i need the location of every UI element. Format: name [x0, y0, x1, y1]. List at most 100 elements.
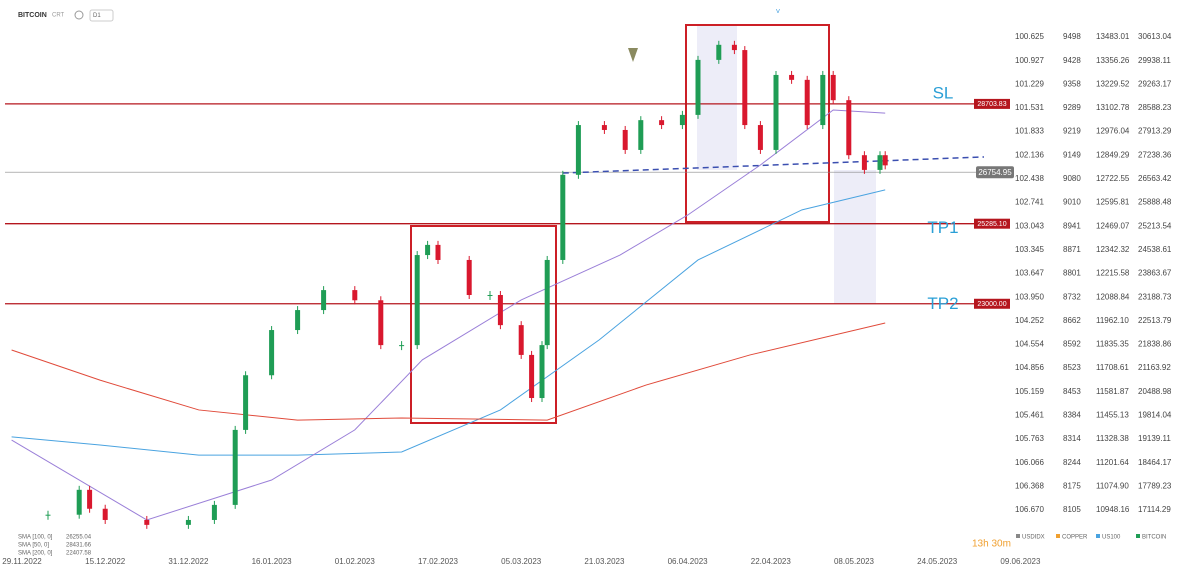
- scale-label: 12722.55: [1096, 174, 1130, 183]
- countdown: 13h 30m: [972, 539, 1011, 550]
- y-tick-label: 21163.92: [1138, 363, 1171, 372]
- scale-label: 8175: [1063, 481, 1081, 490]
- mode[interactable]: CRT: [52, 13, 65, 19]
- scale-label: 8244: [1063, 458, 1081, 467]
- x-tick-label: 16.01.2023: [252, 557, 293, 566]
- candle-body: [716, 44, 722, 60]
- candle-body: [243, 375, 249, 430]
- x-tick-label: 22.04.2023: [751, 557, 792, 566]
- box: [410, 225, 557, 424]
- trendline: [562, 156, 985, 174]
- scale-label: 105.159: [1015, 387, 1044, 396]
- arrow-down: [628, 48, 638, 62]
- x-tick-label: 29.11.2022: [2, 557, 42, 566]
- scale-label: 8732: [1063, 292, 1081, 301]
- scale-label: 12849.29: [1096, 150, 1130, 159]
- y-tick-label: 23863.67: [1138, 269, 1172, 278]
- scale-label: 11074.90: [1096, 481, 1129, 490]
- y-tick-label: 19814.04: [1138, 411, 1172, 420]
- interval[interactable]: D1: [93, 13, 101, 19]
- candle-body: [211, 504, 217, 520]
- candle-body: [144, 519, 150, 525]
- tab-dot: [1016, 534, 1020, 538]
- y-tick-label: 28588.23: [1138, 103, 1172, 112]
- scale-label: 103.647: [1015, 269, 1044, 278]
- scale-label: 9358: [1063, 79, 1081, 88]
- scale-label: 12342.32: [1096, 245, 1130, 254]
- candle-body: [435, 244, 441, 260]
- info-icon[interactable]: [74, 10, 84, 20]
- scale-label: 8592: [1063, 340, 1081, 349]
- y-tick-label: 23188.73: [1138, 292, 1172, 301]
- scale-label: 105.461: [1015, 411, 1044, 420]
- tab[interactable]: USDIDX: [1022, 535, 1045, 541]
- scale-label: 100.927: [1015, 56, 1044, 65]
- scale-label: 102.741: [1015, 198, 1044, 207]
- scale-label: 9080: [1063, 174, 1081, 183]
- scale-label: 13483.01: [1096, 32, 1130, 41]
- tab[interactable]: COPPER: [1062, 535, 1088, 541]
- scale-label: 8314: [1063, 434, 1081, 443]
- candle-body: [773, 74, 779, 150]
- x-tick-label: 24.05.2023: [917, 557, 958, 566]
- y-tick-label: 30613.04: [1138, 32, 1172, 41]
- ma-name: SMA [200, 0]: [18, 551, 53, 557]
- scale-label: 8523: [1063, 363, 1081, 372]
- candle-body: [846, 100, 852, 156]
- last-price: 26754.95: [978, 168, 1012, 177]
- level-name: SL: [933, 83, 954, 102]
- candle-body: [544, 259, 550, 346]
- candle-body: [820, 74, 826, 126]
- candle-body: [487, 295, 493, 297]
- scale-label: 9289: [1063, 103, 1081, 112]
- scale-label: 11835.35: [1096, 340, 1129, 349]
- x-tick-label: 15.12.2022: [85, 557, 126, 566]
- scale-label: 12595.81: [1096, 198, 1130, 207]
- candle-body: [742, 50, 748, 126]
- scale-label: 12469.07: [1096, 221, 1130, 230]
- scale-label: 9219: [1063, 127, 1081, 136]
- candle-body: [679, 114, 685, 126]
- y-tick-label: 19139.11: [1138, 434, 1171, 443]
- scale-label: 8941: [1063, 221, 1081, 230]
- scale-label: 11962.10: [1096, 316, 1129, 325]
- x-tick-label: 21.03.2023: [584, 557, 625, 566]
- candle-body: [399, 345, 405, 347]
- ma-value: 26255.04: [66, 535, 92, 541]
- scale-label: 13229.52: [1096, 79, 1130, 88]
- candle-body: [789, 74, 795, 80]
- scale-label: 12215.58: [1096, 269, 1130, 278]
- candle-body: [622, 129, 628, 150]
- moving-average: [11, 322, 886, 421]
- tab[interactable]: BITCOIN: [1142, 535, 1166, 541]
- candle-body: [757, 125, 763, 150]
- candle-body: [497, 295, 503, 326]
- y-tick-label: 22513.79: [1138, 316, 1172, 325]
- y-tick-label: 21838.86: [1138, 340, 1172, 349]
- candle-body: [45, 514, 51, 516]
- tab[interactable]: US100: [1102, 535, 1121, 541]
- scale-label: 8105: [1063, 505, 1081, 514]
- scale-label: 9428: [1063, 56, 1081, 65]
- candle-body: [560, 174, 566, 260]
- candle-body: [539, 345, 545, 399]
- scale-label: 13356.26: [1096, 56, 1130, 65]
- y-tick-label: 25213.54: [1138, 221, 1172, 230]
- x-tick-label: 08.05.2023: [834, 557, 875, 566]
- y-tick-label: 17114.29: [1138, 505, 1171, 514]
- y-tick-label: 18464.17: [1138, 458, 1172, 467]
- scale-label: 9010: [1063, 198, 1081, 207]
- x-tick-label: 01.02.2023: [335, 557, 376, 566]
- x-tick-label: 06.04.2023: [668, 557, 709, 566]
- candle-body: [882, 155, 888, 166]
- shade: [834, 170, 876, 304]
- scale-label: 11581.87: [1096, 387, 1129, 396]
- y-tick-label: 27238.36: [1138, 150, 1172, 159]
- level-value: 25285.10: [977, 221, 1006, 228]
- candle-body: [414, 255, 420, 346]
- tab-dot: [1096, 534, 1100, 538]
- scale-label: 104.856: [1015, 363, 1044, 372]
- scale-label: 11328.38: [1096, 434, 1129, 443]
- interval-box[interactable]: [89, 9, 114, 22]
